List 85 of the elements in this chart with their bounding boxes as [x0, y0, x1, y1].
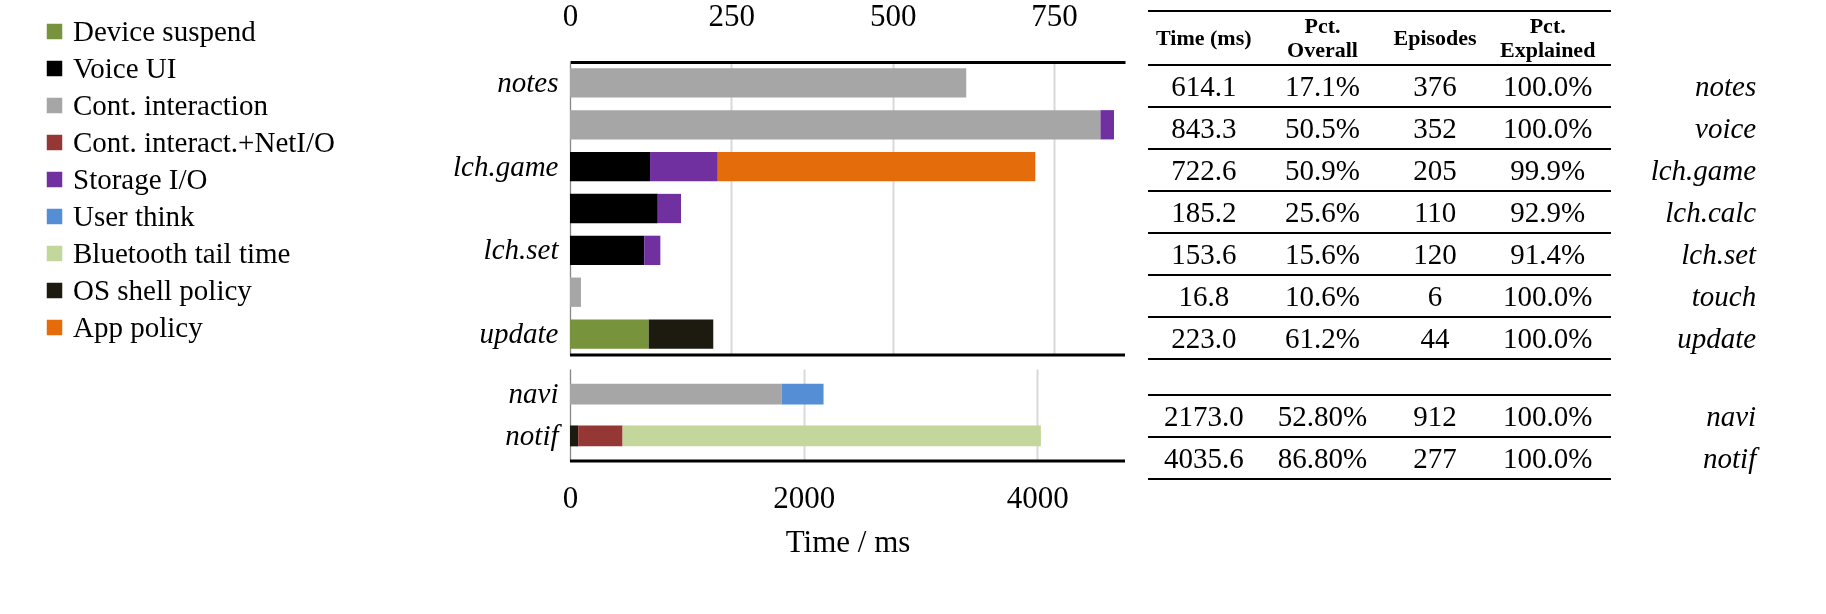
legend-label: Device suspend [73, 14, 257, 47]
bar [570, 193, 658, 224]
data-label: 50.5% [1259, 107, 1386, 150]
data-label: 843.3 [1148, 107, 1260, 150]
y-tick-label: lch.game [453, 149, 559, 182]
bar [717, 151, 1036, 182]
data-label: 110 [1385, 191, 1485, 234]
data-label: 61.2% [1259, 317, 1386, 360]
bar [570, 277, 581, 307]
bar [570, 68, 967, 98]
bar [570, 110, 1101, 140]
bar [648, 319, 714, 349]
category-label: notes [1693, 68, 1758, 104]
x-tick-label: 0 [562, 479, 579, 515]
data-label: 100.0% [1484, 275, 1611, 318]
bar [644, 235, 661, 266]
bar [570, 319, 649, 349]
data-label: 120 [1385, 233, 1485, 276]
data-label: 4035.6 [1148, 437, 1260, 480]
legend-label: Voice UI [73, 51, 177, 84]
legend-label: User think [73, 199, 196, 232]
data-label: 614.1 [1148, 65, 1260, 108]
y-tick-label: notif [505, 418, 563, 451]
bar [570, 235, 645, 266]
x2-tick-label: 750 [1031, 0, 1078, 33]
category-label: lch.game [1649, 152, 1758, 188]
legend-label: Bluetooth tail time [73, 236, 291, 269]
data-label: 352 [1385, 107, 1485, 150]
data-label: 44 [1385, 317, 1485, 360]
data-label: 86.80% [1259, 437, 1386, 480]
data-label: 25.6% [1259, 191, 1386, 234]
data-label: 50.9% [1259, 149, 1386, 192]
legend-label: OS shell policy [73, 273, 253, 306]
category-label: touch [1690, 278, 1758, 314]
legend-label: Cont. interaction [73, 88, 269, 121]
y-tick-label: update [479, 317, 559, 350]
data-label: 15.6% [1259, 233, 1386, 276]
category-label: navi [1705, 398, 1758, 434]
bar [657, 193, 681, 224]
legend-label: App policy [73, 310, 204, 343]
category-label: notif [1702, 440, 1761, 476]
data-label: 91.4% [1484, 233, 1611, 276]
data-label: 722.6 [1148, 149, 1260, 192]
x2-tick-label: 250 [708, 0, 756, 33]
data-label: 6 [1385, 275, 1485, 318]
data-label: 2173.0 [1148, 395, 1260, 438]
text: Pct. Overall [1259, 11, 1386, 66]
bar [650, 151, 718, 182]
data-label: 100.0% [1484, 395, 1611, 438]
y-tick-label: notes [497, 65, 559, 98]
x-tick-label: 2000 [773, 479, 836, 515]
data-label: 16.8 [1148, 275, 1260, 318]
x-axis-title: Time / ms [785, 523, 911, 559]
data-label: 185.2 [1148, 191, 1260, 234]
data-label: 17.1% [1259, 65, 1386, 108]
data-label: 100.0% [1484, 65, 1611, 108]
category-label: update [1676, 320, 1758, 356]
data-label: 205 [1385, 149, 1485, 192]
bar [570, 151, 651, 182]
data-label: 10.6% [1259, 275, 1386, 318]
y-tick-label: lch.set [483, 233, 560, 266]
category-label: lch.set [1680, 236, 1758, 272]
category-label: lch.calc [1664, 194, 1758, 230]
legend-label: Cont. interact.+NetI/O [73, 125, 335, 158]
data-label: 52.80% [1259, 395, 1386, 438]
data-label: 92.9% [1484, 191, 1611, 234]
text: Episodes [1385, 11, 1485, 66]
data-label: 223.0 [1148, 317, 1260, 360]
bar [1100, 110, 1115, 140]
data-label: 99.9% [1484, 149, 1611, 192]
data-label: 277 [1385, 437, 1485, 480]
data-label: 153.6 [1148, 233, 1260, 276]
text: Time (ms) [1148, 11, 1260, 66]
x2-tick-label: 500 [869, 0, 917, 33]
data-label: 912 [1385, 395, 1485, 438]
x2-tick-label: 0 [562, 0, 579, 33]
x-tick-label: 4000 [1006, 479, 1069, 515]
data-label: 100.0% [1484, 317, 1611, 360]
text: Pct. Explained [1484, 11, 1611, 66]
category-label: voice [1694, 110, 1758, 146]
legend-label: Storage I/O [73, 162, 208, 195]
data-label: 376 [1385, 65, 1485, 108]
data-label: 100.0% [1484, 107, 1611, 150]
data-label: 100.0% [1484, 437, 1611, 480]
y-tick-label: navi [508, 377, 559, 410]
